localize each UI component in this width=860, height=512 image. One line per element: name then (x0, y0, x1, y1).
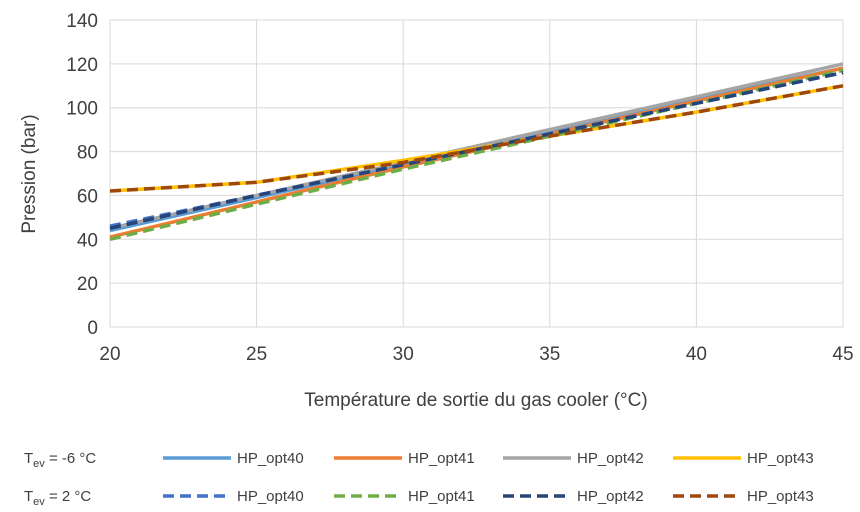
series-line-hp-opt41-dashed (109, 68, 844, 242)
legend-label-hp-opt43-dashed: HP_opt43 (747, 488, 814, 505)
x-tick-labels: 20 25 30 35 40 45 (99, 344, 853, 365)
x-tick-label-5: 45 (832, 344, 853, 365)
y-tick-label-4: 80 (77, 143, 98, 164)
series-line-hp-opt43-dashed (109, 84, 844, 193)
legend-label-hp-opt43-solid: HP_opt43 (747, 450, 814, 467)
legend-label-hp-opt42-dashed: HP_opt42 (577, 488, 644, 505)
y-tick-label-2: 40 (77, 230, 98, 251)
x-tick-label-1: 25 (246, 344, 267, 365)
y-tick-label-3: 60 (77, 186, 98, 207)
series-line-hp-opt43-solid (109, 84, 844, 193)
legend-label-hp-opt41-solid: HP_opt41 (408, 450, 475, 467)
legend: Tev = -6 °C Tev = 2 °C HP_opt40 HP_opt41 HP_… (24, 450, 814, 508)
legend-label-hp-opt40-dashed: HP_opt40 (237, 488, 304, 505)
legend-label-hp-opt42-solid: HP_opt42 (577, 450, 644, 467)
legend-label-hp-opt40-solid: HP_opt40 (237, 450, 304, 467)
grid-lines (109, 19, 844, 328)
y-tick-label-5: 100 (66, 99, 98, 120)
x-tick-label-3: 35 (539, 344, 560, 365)
x-axis-title: Température de sortie du gas cooler (°C) (304, 390, 647, 411)
x-tick-label-4: 40 (686, 344, 707, 365)
x-tick-label-0: 20 (99, 344, 120, 365)
legend-group-label-0: Tev = -6 °C (24, 450, 96, 470)
y-tick-label-6: 120 (66, 55, 98, 76)
legend-group-label-1: Tev = 2 °C (24, 488, 91, 508)
y-tick-label-7: 140 (66, 11, 98, 32)
series-line-hp-opt42-dashed (109, 70, 844, 231)
series-lines (109, 62, 844, 242)
y-tick-label-0: 0 (87, 318, 98, 339)
legend-label-hp-opt41-dashed: HP_opt41 (408, 488, 475, 505)
y-tick-labels: 0 20 40 60 80 100 120 140 (66, 11, 98, 339)
y-tick-label-1: 20 (77, 274, 98, 295)
y-axis-title: Pression (bar) (19, 114, 40, 233)
x-tick-label-2: 30 (393, 344, 414, 365)
